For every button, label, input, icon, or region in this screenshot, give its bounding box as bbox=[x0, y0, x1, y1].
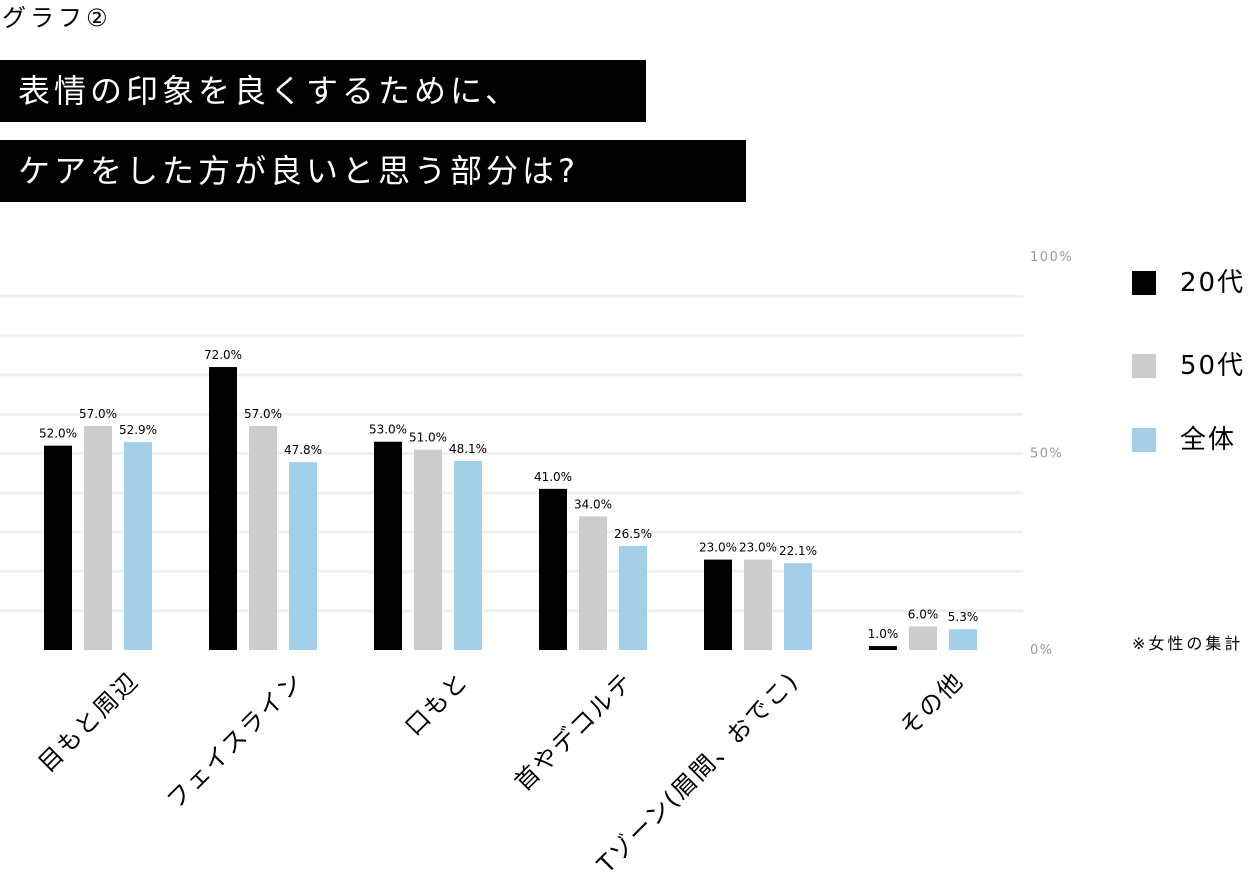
data-label: 51.0% bbox=[409, 431, 447, 445]
bar bbox=[124, 442, 152, 650]
y-tick-label: 100% bbox=[1030, 250, 1073, 265]
bar bbox=[784, 563, 812, 650]
chart-title-line-1: 表情の印象を良くするために、 bbox=[0, 60, 646, 122]
data-label: 26.5% bbox=[614, 527, 652, 541]
bar bbox=[949, 629, 977, 650]
data-label: 23.0% bbox=[699, 541, 737, 555]
y-tick-label: 50% bbox=[1030, 447, 1063, 462]
data-label: 72.0% bbox=[204, 348, 242, 362]
data-label: 53.0% bbox=[369, 423, 407, 437]
category-label: 口もと bbox=[400, 666, 475, 741]
data-label: 52.9% bbox=[119, 423, 157, 437]
data-label: 57.0% bbox=[79, 407, 117, 421]
data-labels: 52.0%57.0%52.9%72.0%57.0%47.8%53.0%51.0%… bbox=[39, 348, 978, 641]
legend-swatch-50s bbox=[1132, 354, 1156, 378]
data-label: 22.1% bbox=[779, 544, 817, 558]
category-label: 目もと周辺 bbox=[33, 666, 144, 777]
legend-label-all: 全体 bbox=[1180, 425, 1237, 455]
chart-title-line-2: ケアをした方が良いと思う部分は? bbox=[0, 140, 746, 202]
data-label: 6.0% bbox=[908, 607, 939, 621]
legend-swatch-20s bbox=[1132, 271, 1156, 295]
y-tick-label: 0% bbox=[1030, 643, 1054, 658]
bar bbox=[289, 462, 317, 650]
bar bbox=[869, 646, 897, 650]
data-label: 34.0% bbox=[574, 497, 612, 511]
category-label: フェイスライン bbox=[161, 666, 309, 814]
bar bbox=[249, 425, 277, 650]
legend-item-20s: 20代 bbox=[1132, 268, 1258, 298]
legend-item-50s: 50代 bbox=[1132, 351, 1258, 381]
data-label: 1.0% bbox=[868, 627, 899, 641]
data-label: 23.0% bbox=[739, 541, 777, 555]
bar bbox=[414, 449, 442, 650]
graph-label: グラフ② bbox=[2, 4, 112, 32]
y-axis-ticks: 0% 50% 100% bbox=[1030, 250, 1073, 658]
bar bbox=[209, 367, 237, 650]
bar bbox=[84, 425, 112, 650]
data-label: 41.0% bbox=[534, 470, 572, 484]
bar bbox=[44, 445, 72, 650]
data-label: 47.8% bbox=[284, 443, 322, 457]
legend-item-all: 全体 bbox=[1132, 425, 1258, 455]
legend-label-50s: 50代 bbox=[1180, 351, 1246, 381]
bar bbox=[619, 545, 647, 650]
bar bbox=[744, 559, 772, 650]
grid-lines bbox=[0, 294, 1023, 613]
legend-swatch-all bbox=[1132, 428, 1156, 452]
bar bbox=[909, 626, 937, 650]
bar bbox=[579, 516, 607, 650]
data-label: 48.1% bbox=[449, 442, 487, 456]
data-label: 57.0% bbox=[244, 407, 282, 421]
bar bbox=[539, 488, 567, 650]
category-label: 首やデコルテ bbox=[509, 666, 639, 796]
footnote: ※女性の集計 bbox=[1132, 634, 1244, 653]
data-label: 52.0% bbox=[39, 427, 77, 441]
legend-label-20s: 20代 bbox=[1180, 268, 1246, 298]
data-label: 5.3% bbox=[948, 610, 979, 624]
bar bbox=[454, 460, 482, 650]
bars bbox=[44, 367, 977, 650]
bar bbox=[374, 441, 402, 650]
bar bbox=[704, 559, 732, 650]
category-label: その他 bbox=[894, 666, 969, 741]
